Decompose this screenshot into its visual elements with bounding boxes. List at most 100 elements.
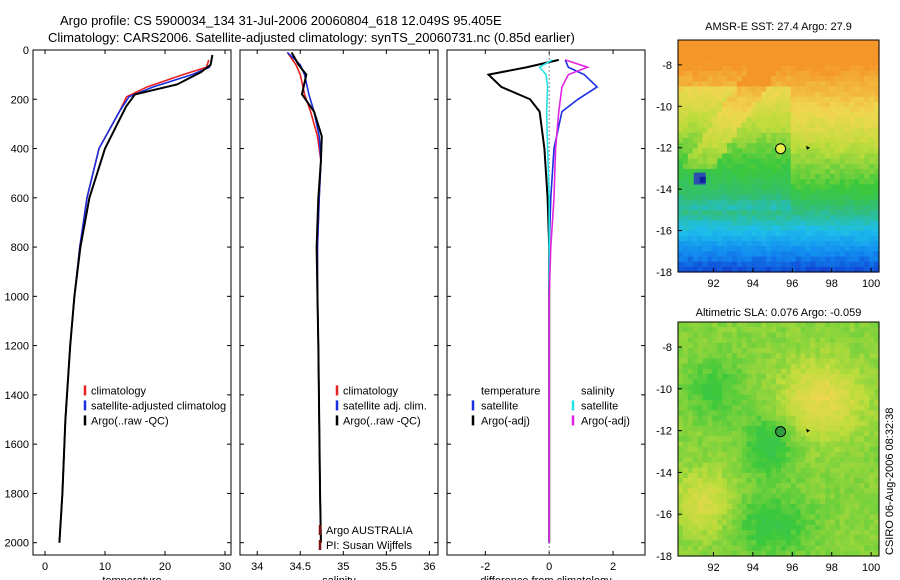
map-cell — [756, 189, 762, 196]
map-cell — [859, 457, 865, 463]
map-cell — [829, 184, 836, 191]
map-cell — [687, 117, 694, 124]
map-cell — [678, 261, 684, 268]
map-cell — [692, 158, 699, 165]
map-cell — [682, 337, 689, 344]
map-cell — [780, 210, 787, 216]
map-cell — [790, 40, 797, 46]
map-cell — [849, 467, 856, 474]
map-cell — [790, 107, 797, 113]
map-cell — [834, 143, 841, 149]
map-cell — [756, 86, 762, 93]
map-cell — [751, 368, 758, 375]
map-cell — [810, 215, 816, 222]
map-cell — [771, 163, 777, 170]
map-cell — [751, 410, 758, 417]
y-tick-label: 800 — [11, 242, 29, 254]
map-cell — [766, 322, 772, 328]
map-cell — [810, 332, 816, 339]
map-cell — [839, 220, 846, 227]
map-cell — [717, 168, 723, 175]
map-cell — [820, 358, 826, 365]
map-cell — [864, 107, 870, 113]
map-cell — [849, 60, 856, 67]
map-cell — [687, 50, 694, 57]
map-cell — [854, 524, 860, 531]
map-cell — [790, 405, 797, 411]
map-cell — [751, 545, 758, 552]
map-cell — [800, 215, 807, 222]
map-cell — [859, 184, 865, 191]
map-cell — [849, 519, 856, 526]
map-cell — [874, 514, 880, 521]
map-cell — [800, 101, 807, 108]
map-cell — [869, 493, 875, 500]
map-cell — [810, 210, 816, 216]
map-cell — [756, 436, 762, 443]
map-cell — [800, 540, 807, 547]
map-cell — [697, 96, 704, 103]
map-cell — [854, 504, 860, 510]
map-cell — [722, 509, 728, 515]
map-cell — [712, 436, 718, 443]
argo-float-marker — [775, 426, 787, 438]
map-cell — [712, 389, 718, 396]
map-cell — [771, 514, 777, 521]
map-cell — [829, 174, 836, 180]
map-cell — [844, 374, 851, 380]
map-cell — [756, 483, 762, 489]
map-cell — [766, 189, 772, 196]
map-cell — [717, 410, 723, 417]
map-cell — [736, 410, 743, 417]
map-cell — [678, 498, 684, 505]
map-cell — [712, 179, 718, 185]
map-cell — [761, 246, 767, 252]
map-cell — [761, 117, 767, 124]
map-cell — [864, 168, 870, 175]
map-cell — [727, 107, 733, 113]
map-cell — [800, 251, 807, 258]
map-cell — [682, 132, 689, 139]
map-cell — [707, 415, 713, 422]
map-cell — [800, 65, 807, 72]
map-cell — [800, 348, 807, 354]
map-cell — [785, 246, 792, 252]
map-cell — [805, 220, 811, 227]
map-cell — [820, 504, 826, 510]
map-cell — [687, 132, 694, 139]
map-cell — [800, 545, 807, 552]
map-cell — [736, 467, 743, 474]
x-axis-label: salinity — [322, 575, 356, 580]
map-cell — [790, 117, 797, 124]
map-frame — [677, 321, 880, 557]
map-cell — [741, 266, 748, 273]
map-cell — [854, 184, 860, 191]
map-cell — [756, 498, 762, 505]
map-cell — [702, 462, 709, 469]
legend-label: satellite-adjusted climatolog — [91, 400, 226, 412]
map-cell — [874, 143, 880, 149]
map-cell — [727, 514, 733, 521]
map-cell — [829, 86, 836, 93]
map-cell — [800, 261, 807, 268]
map-cell — [771, 215, 777, 222]
x-tick-label: 34 — [251, 561, 263, 573]
map-cell — [810, 246, 816, 252]
map-cell — [746, 535, 753, 541]
map-cell — [829, 194, 836, 201]
map-cell — [761, 420, 767, 427]
map-cell — [859, 241, 865, 247]
map-cell — [722, 467, 728, 474]
map-cell — [854, 358, 860, 365]
map-cell — [717, 251, 723, 258]
map-cell — [859, 40, 865, 46]
map-cell — [849, 550, 856, 557]
map-cell — [741, 117, 748, 124]
map-cell — [727, 148, 733, 155]
map-cell — [766, 478, 772, 484]
map-cell — [741, 348, 748, 354]
map-cell — [869, 163, 875, 170]
map-cell — [731, 225, 738, 232]
map-cell — [712, 524, 718, 531]
map-cell — [810, 446, 816, 453]
